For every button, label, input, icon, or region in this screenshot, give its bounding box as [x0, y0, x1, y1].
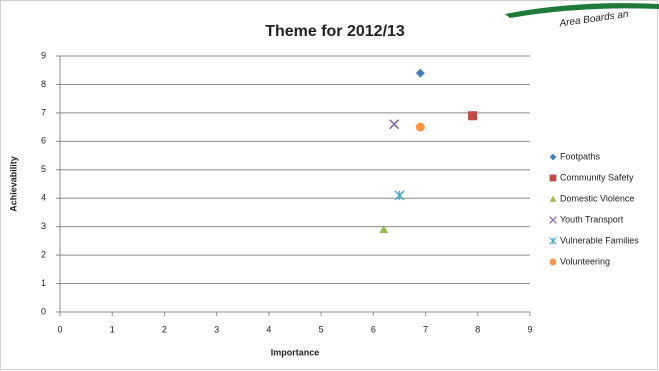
x-tick-label: 4	[266, 324, 271, 334]
legend-label: Domestic Violence	[560, 193, 634, 203]
legend-marker	[549, 216, 557, 224]
y-tick-label: 0	[41, 306, 46, 316]
y-tick-label: 8	[41, 79, 46, 89]
legend-marker	[549, 195, 557, 202]
legend-marker	[549, 258, 557, 266]
x-tick-label: 9	[527, 324, 532, 334]
legend-label: Community Safety	[560, 172, 634, 182]
y-tick-label: 4	[41, 193, 46, 203]
x-tick-label: 3	[214, 324, 219, 334]
point	[389, 119, 400, 130]
x-tick-label: 6	[371, 324, 376, 334]
x-tick-label: 8	[475, 324, 480, 334]
y-tick-label: 7	[41, 107, 46, 117]
legend-marker	[549, 174, 557, 182]
y-tick-label: 2	[41, 249, 46, 259]
legend-label: Volunteering	[560, 256, 610, 266]
legend-marker	[549, 153, 557, 161]
x-tick-label: 1	[110, 324, 115, 334]
y-tick-label: 3	[41, 221, 46, 231]
legend-marker	[549, 237, 557, 245]
x-tick-label: 7	[423, 324, 428, 334]
y-tick-label: 5	[41, 164, 46, 174]
y-tick-label: 6	[41, 136, 46, 146]
point	[415, 68, 425, 78]
x-axis-label: Importance	[271, 347, 320, 357]
point	[415, 122, 425, 132]
y-tick-label: 1	[41, 278, 46, 288]
chart-title: Theme for 2012/13	[265, 23, 405, 40]
y-tick-label: 9	[41, 50, 46, 60]
x-tick-label: 5	[319, 324, 324, 334]
point	[468, 111, 478, 121]
point	[379, 225, 389, 234]
x-tick-label: 0	[57, 324, 62, 334]
legend-label: Vulnerable Families	[560, 235, 639, 245]
legend-label: Footpaths	[560, 151, 601, 161]
point	[394, 190, 405, 201]
legend-label: Youth Transport	[560, 214, 624, 224]
y-axis-label: Achievability	[8, 156, 18, 212]
logo-swoosh	[505, 3, 659, 18]
x-tick-label: 2	[162, 324, 167, 334]
